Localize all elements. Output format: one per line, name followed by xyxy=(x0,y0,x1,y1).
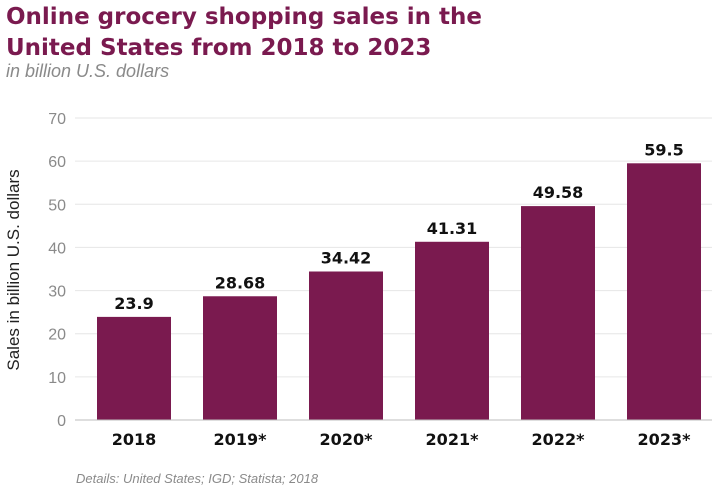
source-details: Details: United States; IGD; Statista; 2… xyxy=(76,471,319,486)
y-tick-label: 40 xyxy=(48,240,66,257)
value-label: 28.68 xyxy=(215,273,266,292)
x-axis-ticks: 2018 2019* 2020* 2021* 2022* 2023* xyxy=(112,430,691,449)
value-label: 41.31 xyxy=(427,219,478,238)
y-tick-label: 50 xyxy=(48,197,66,214)
chart-title-line-2: United States from 2018 to 2023 xyxy=(6,35,432,61)
grid-lines xyxy=(75,117,712,378)
x-tick-label: 2021* xyxy=(426,430,480,449)
y-tick-label: 60 xyxy=(48,154,66,171)
chart-title: Online grocery shopping sales in the Uni… xyxy=(6,2,706,64)
bar-2022* xyxy=(521,206,595,420)
x-tick-label: 2023* xyxy=(638,430,692,449)
x-tick-label: 2020* xyxy=(320,430,374,449)
bar-2019* xyxy=(203,296,277,420)
value-label: 23.9 xyxy=(114,294,153,313)
chart-subtitle: in billion U.S. dollars xyxy=(6,61,170,81)
y-tick-label: 70 xyxy=(48,111,66,128)
bars xyxy=(97,163,701,421)
y-tick-label: 10 xyxy=(48,370,66,387)
value-label: 49.58 xyxy=(533,183,584,202)
bar-2021* xyxy=(415,241,489,420)
y-axis-label: Sales in billion U.S. dollars xyxy=(4,169,23,370)
y-tick-label: 20 xyxy=(48,327,66,344)
x-tick-label: 2019* xyxy=(214,430,268,449)
value-labels: 23.9 28.68 34.42 41.31 49.58 59.5 xyxy=(114,140,683,313)
bar-2020* xyxy=(309,271,383,420)
x-tick-label: 2022* xyxy=(532,430,586,449)
y-tick-label: 0 xyxy=(57,413,66,430)
chart-title-line-1: Online grocery shopping sales in the xyxy=(6,4,483,30)
x-tick-label: 2018 xyxy=(112,430,157,449)
y-axis-ticks: 0 10 20 30 40 50 60 70 xyxy=(48,111,66,430)
y-tick-label: 30 xyxy=(48,284,66,301)
value-label: 34.42 xyxy=(321,249,372,268)
value-label: 59.5 xyxy=(644,140,683,159)
bar-2018 xyxy=(97,316,171,420)
bar-2023* xyxy=(627,163,701,421)
